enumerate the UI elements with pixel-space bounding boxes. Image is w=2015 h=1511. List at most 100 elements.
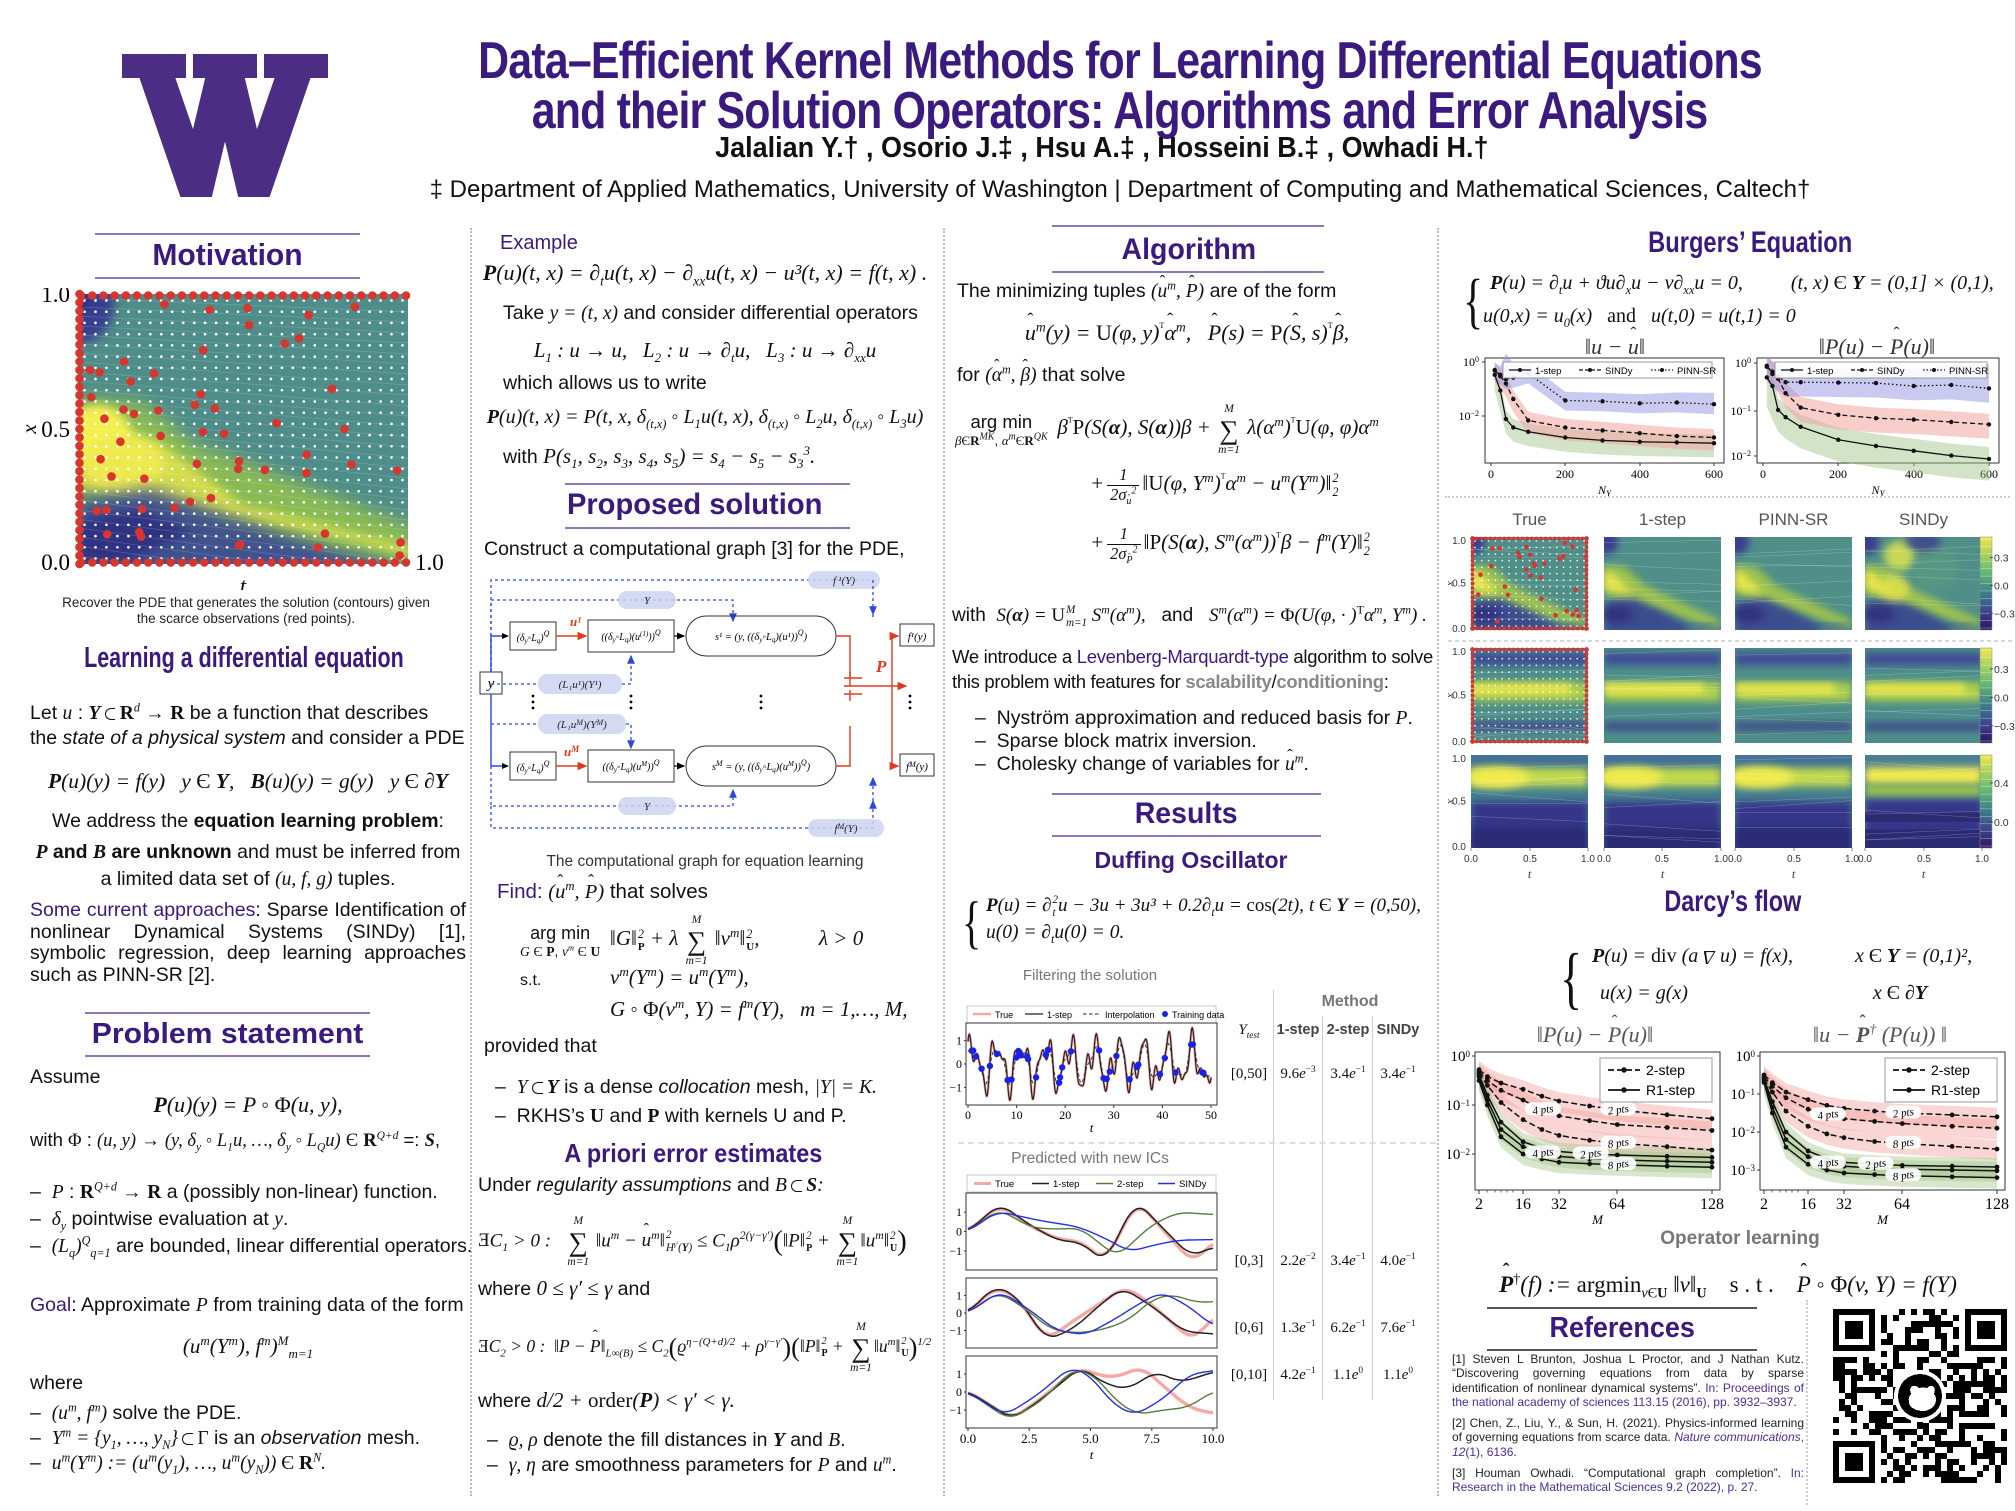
svg-text:True: True xyxy=(1512,510,1546,529)
svg-text:0: 0 xyxy=(956,1225,962,1239)
svg-text:4 pts: 4 pts xyxy=(1817,1156,1840,1171)
svg-text:SINDy: SINDy xyxy=(1899,510,1949,529)
svg-text:10−2: 10−2 xyxy=(1448,1147,1470,1163)
svg-text:0.5: 0.5 xyxy=(1787,854,1801,865)
svg-text:10−2: 10−2 xyxy=(1458,409,1479,423)
svg-text:32: 32 xyxy=(1836,1196,1852,1213)
svg-text:t: t xyxy=(1922,867,1926,881)
svg-text:M: M xyxy=(1591,1212,1604,1226)
svg-text:16: 16 xyxy=(1515,1196,1531,1213)
svg-text:20: 20 xyxy=(1059,1108,1071,1122)
svg-text:x: x xyxy=(20,424,41,435)
svg-text:10−1: 10−1 xyxy=(1730,404,1751,418)
svg-text:2-step: 2-step xyxy=(1117,1179,1143,1190)
svg-text:SINDy: SINDy xyxy=(1179,1179,1207,1190)
svg-text:PINN-SR: PINN-SR xyxy=(1949,366,1988,377)
svg-text:16: 16 xyxy=(1800,1196,1816,1213)
svg-text:2 pts: 2 pts xyxy=(1864,1157,1887,1172)
svg-text:x: x xyxy=(1448,581,1456,587)
svg-text:Y: Y xyxy=(644,801,652,813)
svg-text:4 pts: 4 pts xyxy=(1817,1108,1840,1123)
svg-text:0.0: 0.0 xyxy=(1858,854,1872,865)
svg-text:((δy◦Lq)(uM))Q: ((δy◦Lq)(uM))Q xyxy=(603,758,660,774)
svg-text:400: 400 xyxy=(1905,467,1923,481)
svg-text:10−1: 10−1 xyxy=(1448,1098,1470,1114)
svg-text:−1: −1 xyxy=(950,1324,962,1338)
svg-text:0.5: 0.5 xyxy=(41,417,70,442)
svg-text:t: t xyxy=(1792,867,1796,881)
svg-text:1.0: 1.0 xyxy=(1975,854,1989,865)
svg-text:1-step: 1-step xyxy=(1535,366,1561,377)
svg-text:128: 128 xyxy=(1985,1196,2009,1213)
svg-text:64: 64 xyxy=(1609,1196,1625,1213)
svg-text:10: 10 xyxy=(1011,1108,1023,1122)
svg-text:1.0: 1.0 xyxy=(1714,854,1728,865)
svg-text:0.0: 0.0 xyxy=(1994,817,2009,829)
svg-text:0.0: 0.0 xyxy=(1452,737,1466,748)
svg-text:0.0: 0.0 xyxy=(1464,854,1478,865)
svg-text:SINDy: SINDy xyxy=(1605,366,1633,377)
svg-text:0: 0 xyxy=(1488,467,1494,481)
svg-text:y: y xyxy=(486,676,495,692)
svg-text:8 pts: 8 pts xyxy=(1892,1169,1915,1184)
svg-text:0.0: 0.0 xyxy=(1728,854,1742,865)
svg-text:5.0: 5.0 xyxy=(1082,1431,1098,1446)
svg-text:−1: −1 xyxy=(950,1403,962,1417)
svg-text:P: P xyxy=(875,657,887,676)
svg-text:2: 2 xyxy=(1760,1196,1768,1213)
svg-text:0.5: 0.5 xyxy=(1917,854,1931,865)
svg-text:PINN-SR: PINN-SR xyxy=(1759,510,1829,529)
svg-text:7.5: 7.5 xyxy=(1144,1431,1160,1446)
svg-text:1-step: 1-step xyxy=(1053,1179,1079,1190)
svg-text:Training data: Training data xyxy=(1172,1010,1224,1020)
svg-text:50: 50 xyxy=(1205,1108,1217,1122)
svg-text:100: 100 xyxy=(1736,1049,1756,1065)
svg-text:M: M xyxy=(1876,1212,1889,1226)
svg-text:100: 100 xyxy=(1735,356,1751,370)
svg-text:8 pts: 8 pts xyxy=(1607,1158,1630,1173)
svg-text:fM(y): fM(y) xyxy=(906,760,928,773)
svg-text:1: 1 xyxy=(956,1289,962,1303)
svg-text:10−2: 10−2 xyxy=(1730,449,1751,463)
svg-text:R1-step: R1-step xyxy=(1646,1082,1695,1098)
svg-text:0: 0 xyxy=(956,1057,962,1071)
svg-text:True: True xyxy=(995,1010,1013,1020)
svg-text:((δy◦Lq)(u(1)))Q: ((δy◦Lq)(u(1)))Q xyxy=(601,628,661,644)
svg-text:u¹: u¹ xyxy=(570,614,581,629)
svg-text:600: 600 xyxy=(1980,467,1998,481)
svg-text:−1: −1 xyxy=(950,1080,962,1094)
svg-text:1: 1 xyxy=(956,1205,962,1219)
svg-text:0.3: 0.3 xyxy=(1994,664,2009,676)
svg-text:30: 30 xyxy=(1108,1108,1120,1122)
svg-text:−0.3: −0.3 xyxy=(1994,721,2015,733)
svg-text:1.0: 1.0 xyxy=(1452,536,1466,547)
svg-text:0.0: 0.0 xyxy=(1452,842,1466,853)
svg-text:0.0: 0.0 xyxy=(1452,624,1466,635)
svg-text:t: t xyxy=(1090,1447,1094,1462)
svg-text:R1-step: R1-step xyxy=(1931,1082,1980,1098)
svg-text:0: 0 xyxy=(956,1306,962,1320)
svg-text:2 pts: 2 pts xyxy=(1579,1147,1602,1162)
svg-text:2 pts: 2 pts xyxy=(1892,1106,1915,1121)
svg-text:NY: NY xyxy=(1870,483,1885,496)
svg-text:64: 64 xyxy=(1894,1196,1910,1213)
svg-text:400: 400 xyxy=(1631,467,1649,481)
svg-text:NY: NY xyxy=(1597,483,1612,496)
svg-text:0.0: 0.0 xyxy=(960,1431,976,1446)
svg-text:1: 1 xyxy=(956,1034,962,1048)
svg-text:10.0: 10.0 xyxy=(1202,1431,1225,1446)
svg-text:10−1: 10−1 xyxy=(1730,1087,1755,1103)
svg-text:0: 0 xyxy=(965,1108,971,1122)
svg-text:0.5: 0.5 xyxy=(1523,854,1537,865)
svg-text:100: 100 xyxy=(1463,355,1479,369)
svg-text:x: x xyxy=(1448,799,1456,805)
svg-text:sM = (y, ((δy◦Lq)(uM))Q): sM = (y, ((δy◦Lq)(uM))Q) xyxy=(712,758,811,774)
svg-text:0.4: 0.4 xyxy=(1994,778,2009,790)
svg-text:600: 600 xyxy=(1705,467,1723,481)
svg-text:8 pts: 8 pts xyxy=(1892,1136,1915,1151)
svg-text:t: t xyxy=(1661,867,1665,881)
svg-text:10−2: 10−2 xyxy=(1730,1125,1755,1141)
svg-text:200: 200 xyxy=(1556,467,1574,481)
svg-text:f¹(y): f¹(y) xyxy=(908,631,927,643)
svg-text:100: 100 xyxy=(1451,1049,1471,1065)
